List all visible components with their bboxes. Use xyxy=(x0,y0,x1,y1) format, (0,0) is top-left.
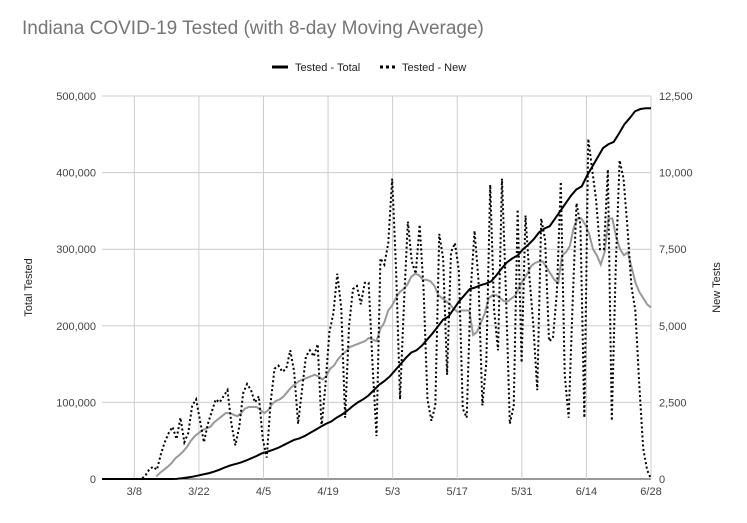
series-tested-new-line xyxy=(102,138,652,480)
x-tick-label: 4/5 xyxy=(256,486,271,498)
x-tick-label: 3/8 xyxy=(127,486,142,498)
y-right-tick-label: 12,500 xyxy=(659,91,693,103)
y-left-tick-label: 300,000 xyxy=(56,244,96,256)
y-left-tick-label: 500,000 xyxy=(56,91,96,103)
grid-layer xyxy=(102,95,652,480)
y-right-tick-label: 2,500 xyxy=(659,397,687,409)
x-tick-label: 6/14 xyxy=(576,486,597,498)
x-tick-label: 5/17 xyxy=(447,486,468,498)
y-left-tick-label: 100,000 xyxy=(56,397,96,409)
series-layer xyxy=(102,107,652,480)
x-tick-label: 5/3 xyxy=(385,486,400,498)
legend-label-total: Tested - Total xyxy=(295,62,360,74)
y-right-axis-title: New Tests xyxy=(711,262,723,313)
y-left-tick-label: 0 xyxy=(90,474,96,486)
y-right-tick-label: 7,500 xyxy=(659,244,687,256)
x-tick-label: 6/28 xyxy=(640,486,661,498)
x-tick-label: 5/31 xyxy=(511,486,532,498)
y-left-tick-label: 200,000 xyxy=(56,321,96,333)
y-right-tick-label: 5,000 xyxy=(659,321,687,333)
axis-layer: 0 0 100,000 2,500 200,000 5,000 300,000 7,500 40… xyxy=(23,91,723,498)
series-tested-total-line xyxy=(102,107,651,480)
y-right-tick-label: 0 xyxy=(659,474,665,486)
series-moving-average-line xyxy=(155,217,652,478)
x-tick-label: 4/19 xyxy=(317,486,338,498)
chart-title: Indiana COVID-19 Tested (with 8-day Movi… xyxy=(22,18,484,39)
y-left-axis-title: Total Tested xyxy=(23,258,35,317)
legend: Tested - Total Tested - New xyxy=(272,62,466,74)
y-left-tick-label: 400,000 xyxy=(56,168,96,180)
legend-label-new: Tested - New xyxy=(402,62,466,74)
y-right-tick-label: 10,000 xyxy=(659,168,693,180)
x-tick-label: 3/22 xyxy=(188,486,209,498)
